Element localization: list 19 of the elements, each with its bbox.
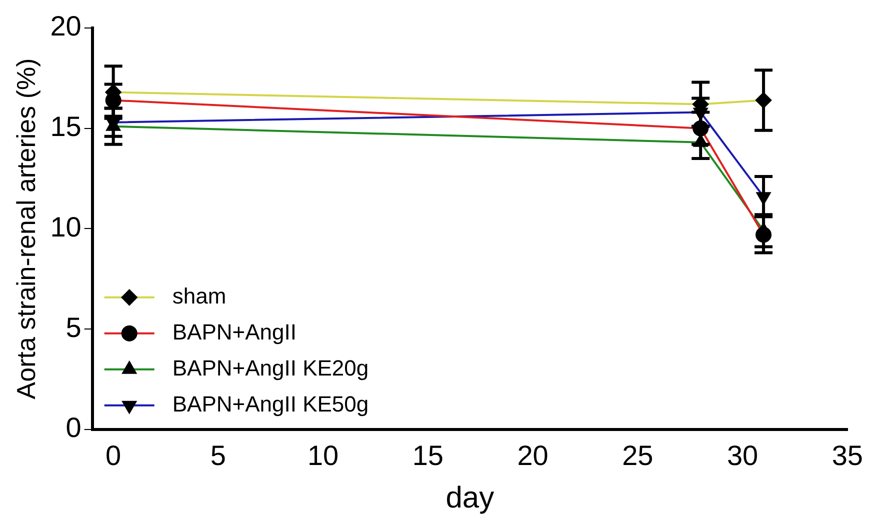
legend-label: BAPN+AngII KE50g: [172, 391, 369, 416]
y-tick-label: 20: [50, 10, 82, 42]
legend-label: BAPN+AngII KE20g: [172, 355, 369, 380]
legend-label: sham: [172, 283, 226, 308]
x-tick-label: 35: [832, 440, 864, 471]
x-tick-label: 0: [106, 440, 122, 471]
y-tick-label: 10: [50, 211, 82, 242]
x-tick-label: 25: [622, 440, 654, 471]
y-tick-label: 15: [50, 111, 82, 142]
x-tick-label: 20: [517, 440, 548, 471]
x-tick-label: 5: [210, 440, 226, 471]
y-axis-title: Aorta strain-renal arteries (%): [10, 58, 41, 400]
x-axis-title: day: [446, 481, 494, 514]
legend-label: BAPN+AngII: [172, 319, 296, 344]
y-tick-label: 0: [66, 412, 82, 444]
x-tick-label: 10: [307, 440, 339, 471]
y-tick-label: 5: [66, 312, 82, 343]
x-tick-label: 30: [726, 440, 758, 471]
x-tick-label: 15: [412, 440, 444, 471]
